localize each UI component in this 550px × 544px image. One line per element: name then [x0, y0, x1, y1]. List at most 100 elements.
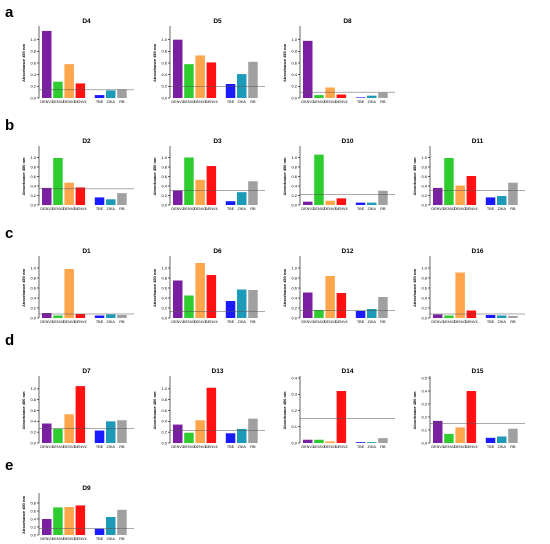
- chart-d14-bar-denv2: [314, 439, 324, 443]
- chart-d16-bar-tbe: [485, 315, 496, 318]
- chart-d8-bar-rb: [378, 92, 388, 98]
- chart-d8-y-tick-label: 0.0: [291, 95, 297, 100]
- panel-letter-b: b: [5, 117, 14, 134]
- chart-d2-y-tick-label: 0.4: [30, 183, 36, 188]
- chart-d13-bar-denv1: [173, 424, 183, 443]
- chart-d13-x-label-denv1: DENV1: [171, 445, 184, 449]
- chart-d12-y-tick-label: 0.2: [291, 305, 297, 310]
- chart-d8-bar-denv2: [314, 95, 324, 98]
- chart-d8-bar-denv3: [325, 87, 335, 98]
- chart-d1-x-label-rb: RB: [119, 320, 125, 324]
- chart-d2-y-tick-label: 0.2: [30, 193, 36, 198]
- chart-d9-y-tick-label: 0.0: [30, 532, 36, 537]
- chart-d3-x-label-denv4: DENV4: [205, 207, 218, 211]
- chart-d6-x-label-denv4: DENV4: [205, 320, 218, 324]
- chart-d16-bar-zika: [497, 315, 507, 318]
- chart-d2-bar-zika: [106, 199, 116, 205]
- chart-d9-x-label-denv2: DENV2: [52, 537, 65, 541]
- chart-d5-bar-tbe: [225, 84, 236, 98]
- chart-d15-y-tick-label: 0.0: [421, 440, 427, 445]
- chart-d4-x-label-tbe: TBE: [96, 100, 104, 104]
- chart-d12-x-label-tbe: TBE: [357, 320, 365, 324]
- chart-d10-y-tick-label: 0.6: [291, 174, 297, 179]
- chart-d12-y-tick-label: 1.0: [291, 265, 297, 270]
- chart-d5-y-tick-label: 0.2: [161, 84, 167, 89]
- chart-d15-x-label-denv1: DENV1: [431, 445, 444, 449]
- chart-d5-bar-denv3: [195, 55, 205, 98]
- chart-d13-y-tick-label: 0.4: [161, 419, 167, 424]
- chart-d7-x-label-zika: ZIKA: [107, 445, 116, 449]
- chart-d3-x-label-zika: ZIKA: [238, 207, 247, 211]
- chart-d8-bar-denv4: [336, 94, 347, 98]
- chart-d16-y-tick-label: 1.0: [421, 265, 427, 270]
- chart-d1-x-label-denv1: DENV1: [40, 320, 53, 324]
- chart-d13-bar-denv2: [184, 432, 194, 443]
- chart-d7-y-tick-label: 0.2: [30, 430, 36, 435]
- chart-d9-x-label-zika: ZIKA: [107, 537, 116, 541]
- chart-d12-x-label-zika: ZIKA: [368, 320, 377, 324]
- chart-d15-x-label-tbe: TBE: [487, 445, 495, 449]
- chart-d14-y-tick-label: 0.4: [291, 375, 297, 380]
- chart-d1-title: D1: [82, 248, 91, 255]
- chart-d2-x-label-denv4: DENV4: [74, 207, 87, 211]
- chart-d2-bar-denv4: [75, 187, 86, 205]
- chart-d13-y-axis-title: Absorbance 450 nm: [152, 391, 157, 429]
- chart-d14-y-tick-label: 0.3: [291, 392, 297, 397]
- chart-d1-y-tick-label: 0.4: [30, 295, 36, 300]
- panel-letter-a: a: [5, 4, 14, 21]
- chart-d9-title: D9: [82, 485, 91, 492]
- chart-d2-x-label-denv1: DENV1: [40, 207, 53, 211]
- chart-d6-title: D6: [213, 248, 222, 255]
- chart-d6-x-label-denv2: DENV2: [183, 320, 196, 324]
- chart-d16-y-tick-label: 0.0: [421, 315, 427, 320]
- chart-d4-bar-zika: [106, 90, 116, 98]
- chart-d15-y-tick-label: 0.4: [421, 388, 427, 393]
- chart-d4-bar-denv1: [42, 30, 52, 99]
- chart-d1-x-label-denv2: DENV2: [52, 320, 65, 324]
- chart-d11-bar-denv3: [455, 185, 465, 205]
- chart-d4-x-label-denv3: DENV3: [63, 100, 76, 104]
- chart-d7-bar-denv2: [53, 428, 63, 443]
- chart-d6-y-axis-title: Absorbance 450 nm: [152, 269, 157, 307]
- chart-d16-y-tick-label: 0.6: [421, 285, 427, 290]
- chart-d13-y-tick-label: 0.2: [161, 430, 167, 435]
- chart-d8-bar-zika: [367, 95, 377, 98]
- chart-d3-x-label-tbe: TBE: [227, 207, 235, 211]
- chart-d16-bar-denv2: [444, 315, 454, 318]
- chart-d15-x-label-denv2: DENV2: [443, 445, 456, 449]
- chart-d13-bar-denv3: [195, 420, 205, 443]
- chart-d2-y-tick-label: 0.6: [30, 174, 36, 179]
- chart-d7-x-label-denv1: DENV1: [40, 445, 53, 449]
- chart-d11-y-tick-label: 0.4: [421, 183, 427, 188]
- chart-d11-x-label-rb: RB: [510, 207, 516, 211]
- chart-d16-bar-rb: [508, 316, 518, 318]
- chart-d14-x-label-zika: ZIKA: [368, 445, 377, 449]
- chart-d9-y-tick-label: 0.8: [30, 500, 36, 505]
- chart-d13-bar-zika: [237, 428, 247, 443]
- chart-d7-x-label-denv2: DENV2: [52, 445, 65, 449]
- chart-d3-bar-zika: [237, 192, 247, 205]
- chart-d4-y-axis-title: Absorbance 450 nm: [21, 44, 26, 82]
- chart-d13-bar-rb: [248, 418, 258, 443]
- chart-d16-x-label-rb: RB: [510, 320, 516, 324]
- chart-d3-y-tick-label: 0.0: [161, 202, 167, 207]
- chart-d8-x-label-zika: ZIKA: [368, 100, 377, 104]
- chart-d13-y-tick-label: 1.0: [161, 386, 167, 391]
- panel-letter-e: e: [5, 457, 13, 474]
- chart-d7-bar-denv1: [42, 423, 52, 443]
- chart-d7-bar-rb: [117, 420, 127, 443]
- chart-d16-x-label-denv1: DENV1: [431, 320, 444, 324]
- chart-d8-y-tick-label: 0.6: [291, 60, 297, 65]
- chart-d4-bar-rb: [117, 89, 127, 98]
- chart-d8-x-label-rb: RB: [380, 100, 386, 104]
- chart-d14-x-label-denv2: DENV2: [313, 445, 326, 449]
- chart-d11-y-axis-title: Absorbance 450 nm: [412, 157, 417, 195]
- chart-d8-x-label-denv2: DENV2: [313, 100, 326, 104]
- chart-d1-x-label-tbe: TBE: [96, 320, 104, 324]
- chart-d13-bar-denv4: [206, 387, 217, 443]
- chart-d2-bar-denv1: [42, 187, 52, 205]
- chart-d13-x-label-rb: RB: [250, 445, 256, 449]
- chart-d10-y-tick-label: 1.0: [291, 155, 297, 160]
- chart-d1-bar-denv3: [64, 269, 74, 318]
